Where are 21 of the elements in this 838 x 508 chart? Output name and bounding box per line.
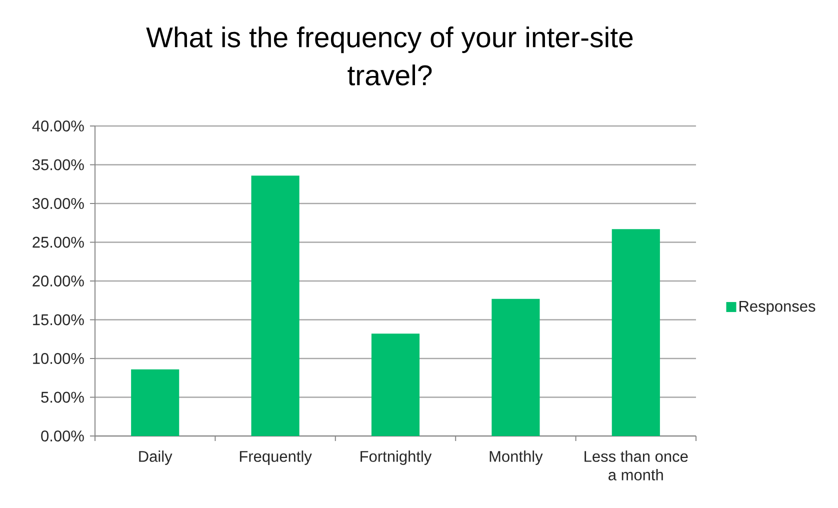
bar bbox=[612, 229, 660, 436]
y-tick-label: 0.00% bbox=[41, 430, 84, 442]
y-tick-label: 40.00% bbox=[32, 120, 84, 132]
y-tick-label: 15.00% bbox=[33, 314, 84, 326]
bar bbox=[371, 334, 420, 436]
x-tick-label: Daily bbox=[139, 450, 172, 465]
y-tick-label: 35.00% bbox=[32, 159, 84, 170]
x-tick-label: Less than once a month bbox=[584, 450, 688, 480]
y-tick-label: 25.00% bbox=[32, 236, 84, 248]
y-tick-label: 20.00% bbox=[32, 276, 84, 286]
y-tick-label: 5.00% bbox=[41, 392, 84, 403]
y-tick-label: 10.00% bbox=[33, 353, 84, 364]
x-tick-label: Monthly bbox=[490, 450, 543, 465]
y-tick-label: 30.00% bbox=[32, 198, 84, 209]
x-tick-label: Frequently bbox=[240, 450, 312, 465]
bar bbox=[131, 369, 180, 436]
chart-title: What is the frequency of your inter-site travel? bbox=[146, 26, 633, 86]
legend-label: Responses bbox=[740, 300, 816, 315]
bar bbox=[492, 298, 540, 436]
bar bbox=[251, 176, 300, 436]
x-tick-label: Fortnightly bbox=[360, 450, 432, 465]
